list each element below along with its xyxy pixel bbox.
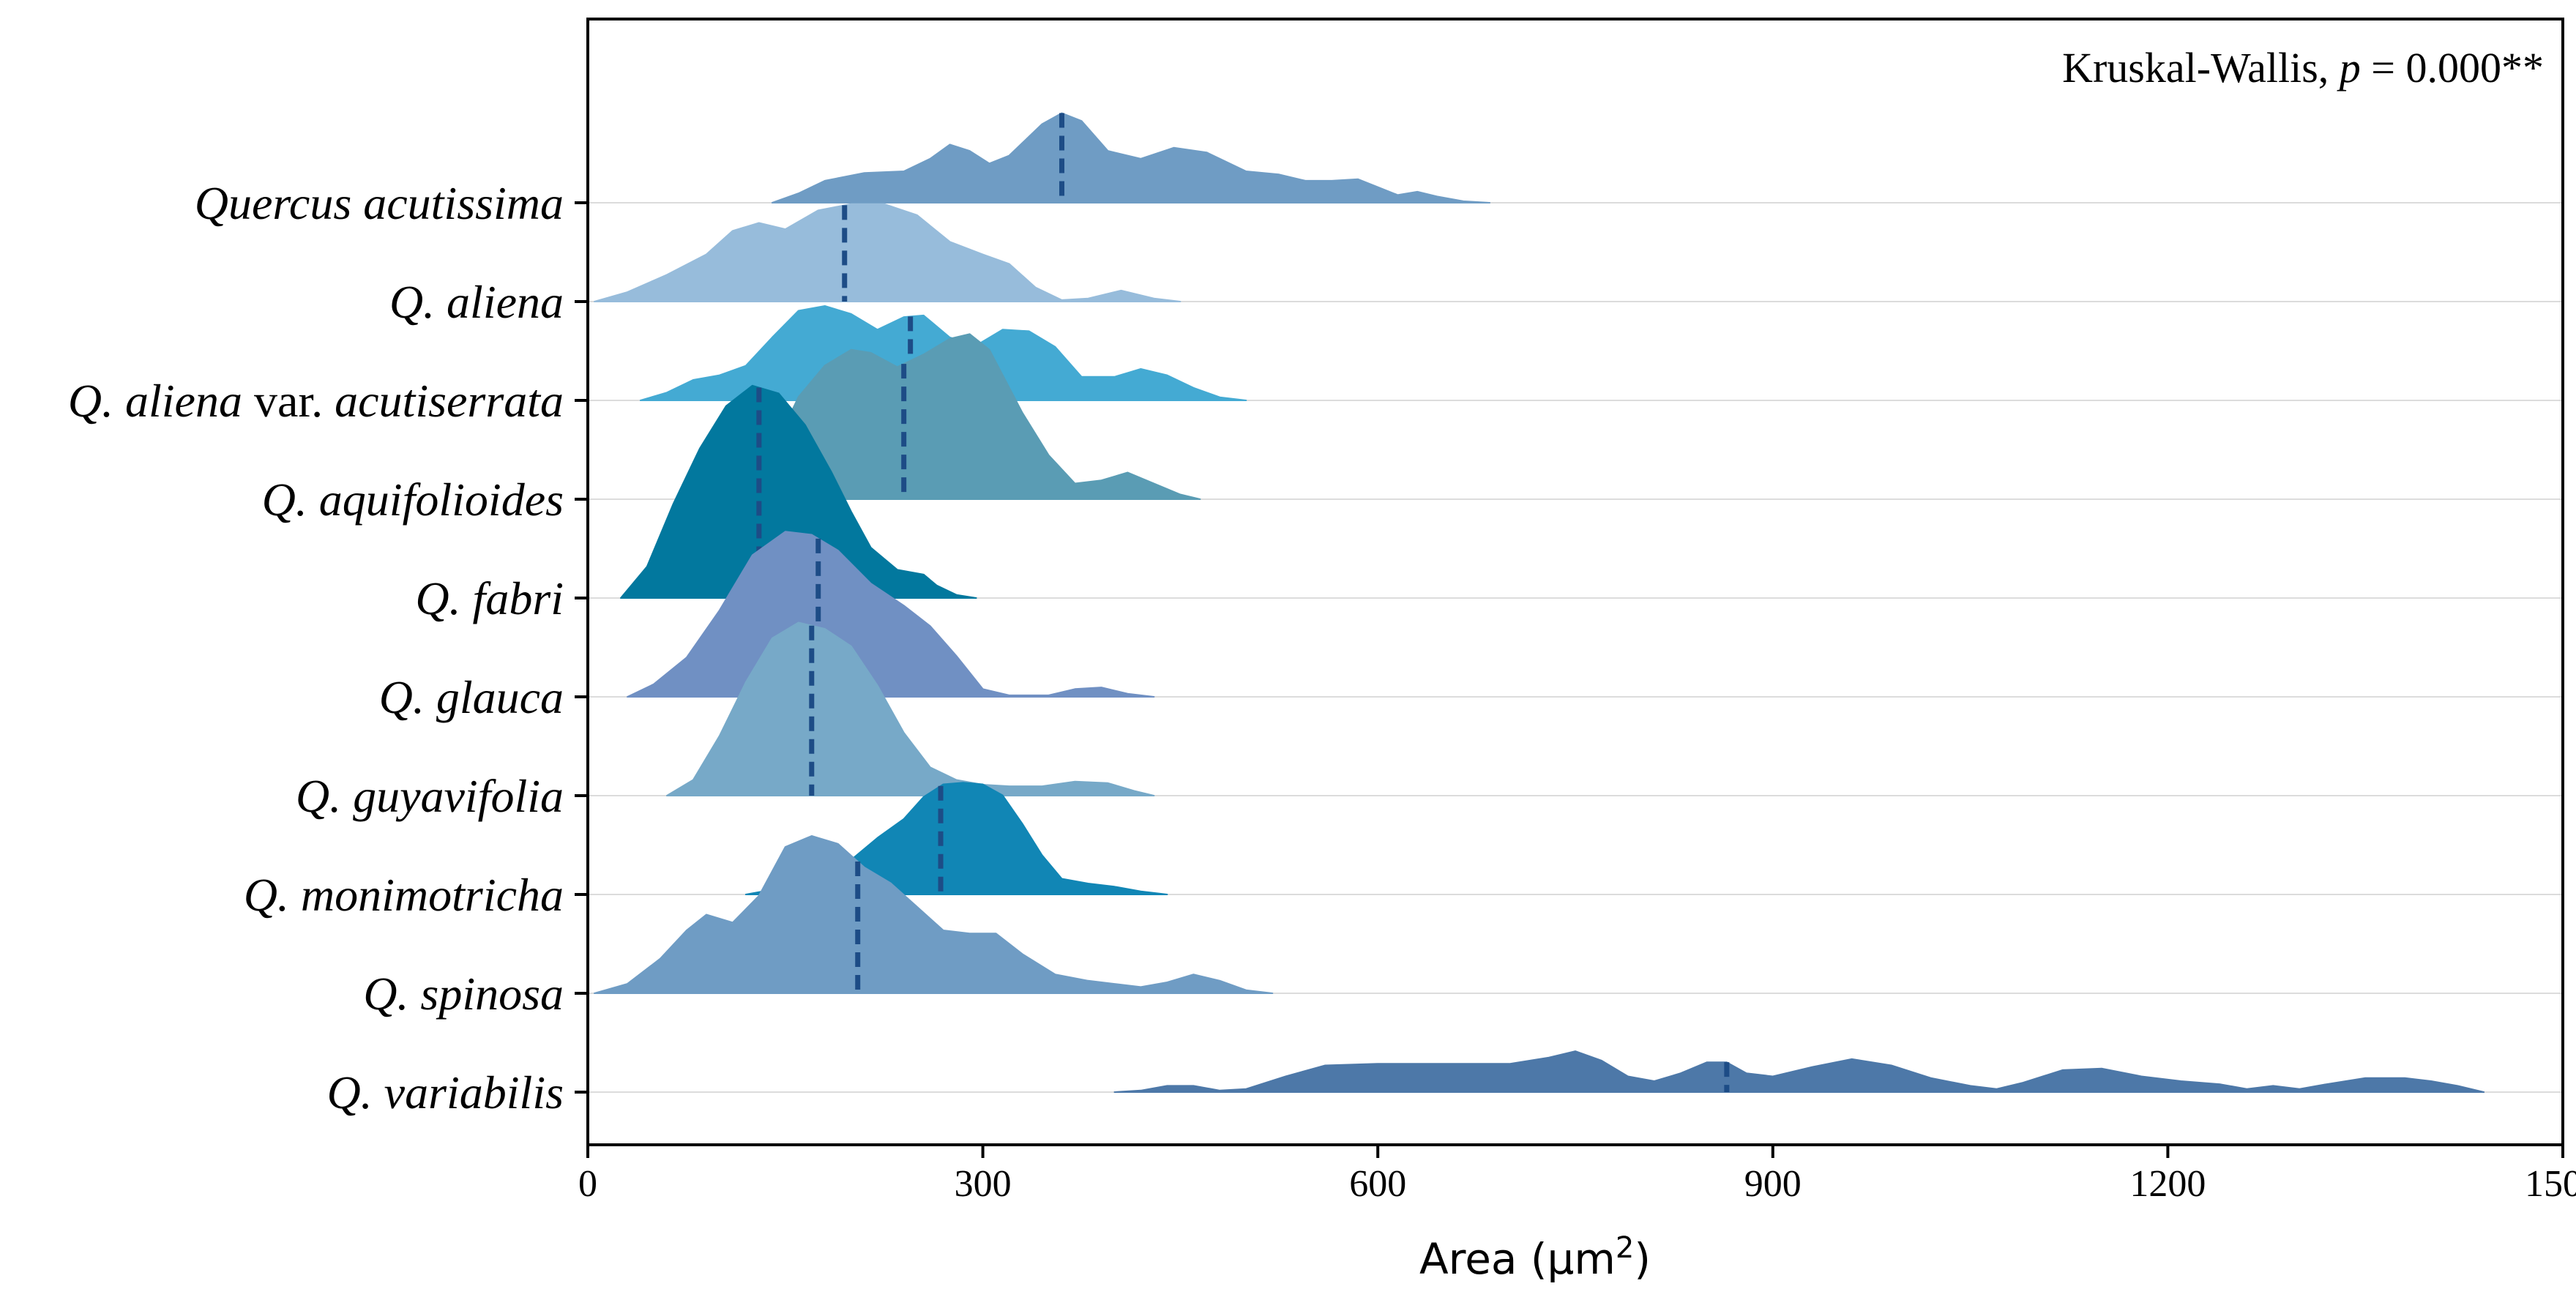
y-label-9: Q. variabilis xyxy=(326,1066,564,1118)
x-tick-label-4: 1200 xyxy=(2129,1163,2206,1205)
y-label-2-part-2: acutiserrata xyxy=(335,375,564,427)
y-label-2-part-1: var. xyxy=(242,375,335,427)
ridge-density-5 xyxy=(627,531,1155,698)
x-tick-label-1: 300 xyxy=(955,1163,1012,1205)
plot-frame xyxy=(586,18,2564,1146)
y-label-5: Q. glauca xyxy=(379,671,564,723)
x-axis-title: Area (μm2) xyxy=(1419,1231,1651,1284)
y-label-7-part-0: Q. monimotricha xyxy=(244,869,564,921)
annotation-text: Kruskal-Wallis, p = 0.000** xyxy=(2062,44,2544,91)
y-label-6-part-0: Q. guyavifolia xyxy=(296,770,564,822)
ridge-series-group xyxy=(594,112,2485,1093)
y-label-8: Q. spinosa xyxy=(363,968,564,1020)
annotation-test: Kruskal-Wallis, xyxy=(2062,44,2329,91)
y-label-2: Q. aliena var. acutiserrata xyxy=(68,375,564,427)
x-axis-title-name: Area xyxy=(1419,1234,1517,1284)
ridge-density-8 xyxy=(594,835,1274,994)
ridge-density-4 xyxy=(620,384,977,599)
x-tick-label-5: 1500 xyxy=(2525,1163,2576,1205)
x-tick-label-2: 600 xyxy=(1349,1163,1406,1205)
y-label-1-part-0: Q. aliena xyxy=(389,276,564,328)
x-axis-ticks: 0 300 600 900 1200 1500 xyxy=(578,1145,2576,1205)
y-label-1: Q. aliena xyxy=(389,276,564,328)
ridge-density-1 xyxy=(594,203,1181,302)
y-label-6: Q. guyavifolia xyxy=(296,770,564,822)
y-label-9-part-0: Q. variabilis xyxy=(326,1066,564,1118)
ridge-density-0 xyxy=(771,112,1491,203)
y-label-7: Q. monimotricha xyxy=(244,869,564,921)
y-label-3-part-0: Q. aquifolioides xyxy=(262,474,564,526)
y-label-8-part-0: Q. spinosa xyxy=(363,968,564,1020)
ridge-density-3 xyxy=(718,333,1201,500)
ridge-density-6 xyxy=(665,621,1155,796)
y-label-4-part-0: Q. fabri xyxy=(415,572,564,624)
annotation-p-value: = 0.000** xyxy=(2371,44,2544,91)
y-label-3: Q. aquifolioides xyxy=(262,474,564,526)
x-axis-title-unit-close: ) xyxy=(1634,1234,1651,1284)
y-label-5-part-0: Q. glauca xyxy=(379,671,564,723)
x-axis-title-unit: (μm xyxy=(1531,1234,1616,1284)
x-tick-label-3: 900 xyxy=(1744,1163,1802,1205)
x-axis-title-unit-sup: 2 xyxy=(1616,1231,1634,1265)
y-label-4: Q. fabri xyxy=(415,572,564,624)
y-label-0: Quercus acutissima xyxy=(195,177,564,229)
x-tick-label-0: 0 xyxy=(578,1163,597,1205)
ridge-density-9 xyxy=(1113,1050,2485,1093)
y-label-2-part-0: Q. aliena xyxy=(68,375,242,427)
y-label-0-part-0: Quercus acutissima xyxy=(195,177,564,229)
annotation-p-symbol: p xyxy=(2337,44,2361,91)
